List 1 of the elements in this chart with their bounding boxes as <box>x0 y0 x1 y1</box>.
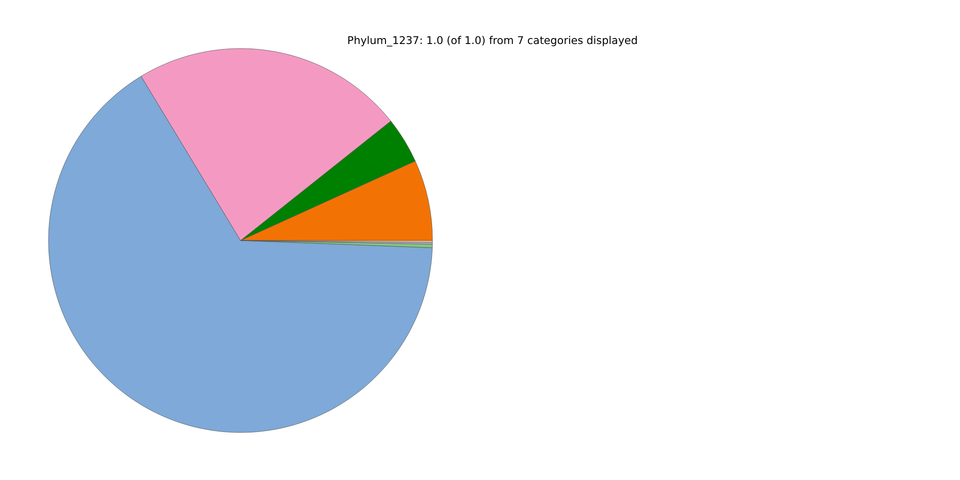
text: Phylum_1237: 1.0 (of 1.0) from 7 categories displayed <box>347 34 638 47</box>
